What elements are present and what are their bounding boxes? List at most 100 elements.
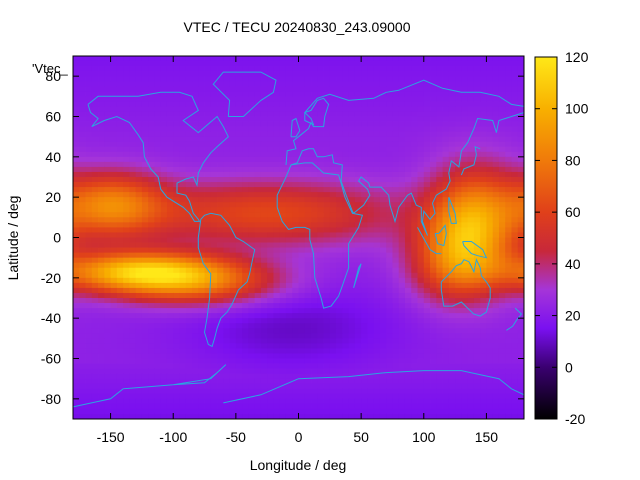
heat-cell: [154, 106, 162, 112]
heat-cell: [229, 121, 237, 127]
heat-cell: [455, 383, 462, 390]
heat-cell: [329, 71, 337, 77]
heat-cell: [517, 161, 525, 168]
heat-cell: [336, 192, 343, 198]
heat-cell: [285, 363, 293, 369]
heat-cell: [279, 146, 287, 153]
heat-cell: [486, 187, 494, 193]
heat-cell: [235, 91, 243, 97]
heat-cell: [498, 292, 506, 299]
heat-cell: [104, 257, 111, 264]
heat-cell: [91, 171, 99, 178]
heat-cell: [79, 237, 86, 243]
heat-cell: [148, 217, 155, 223]
heat-cell: [430, 232, 437, 238]
heat-cell: [448, 237, 456, 243]
heat-cell: [242, 177, 249, 183]
heat-cell: [298, 242, 306, 248]
heat-cell: [511, 333, 519, 339]
heat-cell: [511, 111, 519, 117]
heat-cell: [430, 338, 437, 344]
heat-cell: [135, 378, 143, 385]
heat-cell: [373, 212, 381, 218]
heat-cell: [417, 272, 425, 279]
heat-cell: [192, 61, 199, 67]
heat-cell: [473, 166, 481, 173]
heat-cell: [91, 101, 99, 107]
heat-cell: [141, 151, 149, 158]
heat-cell: [91, 202, 99, 208]
heat-cell: [198, 363, 205, 369]
heat-cell: [242, 161, 249, 168]
heat-cell: [129, 182, 137, 188]
heat-cell: [79, 338, 86, 344]
heat-cell: [104, 237, 111, 243]
heat-cell: [166, 197, 174, 203]
heat-cell: [361, 323, 368, 329]
heat-cell: [104, 161, 111, 168]
heat-cell: [298, 303, 306, 309]
heat-cell: [173, 161, 180, 168]
heat-cell: [480, 177, 487, 183]
heat-cell: [242, 166, 249, 173]
heat-cell: [123, 242, 130, 248]
heat-cell: [235, 182, 243, 188]
heat-cell: [411, 323, 418, 329]
heat-cell: [273, 222, 281, 228]
heat-cell: [248, 378, 256, 385]
heat-cell: [392, 298, 400, 304]
heat-cell: [85, 282, 93, 289]
heat-cell: [260, 398, 268, 405]
heat-cell: [461, 171, 469, 178]
heat-cell: [348, 242, 356, 248]
heat-cell: [323, 303, 331, 309]
heat-cell: [304, 262, 312, 269]
heat-cell: [235, 161, 243, 168]
heat-cell: [248, 272, 256, 279]
heat-cell: [129, 136, 137, 143]
heat-cell: [348, 182, 356, 188]
heat-cell: [404, 287, 412, 294]
heat-cell: [267, 313, 274, 319]
heat-cell: [511, 247, 519, 254]
heat-cell: [461, 388, 469, 395]
heat-cell: [398, 237, 406, 243]
heat-cell: [229, 398, 237, 405]
heat-cell: [104, 298, 111, 304]
heat-cell: [279, 197, 287, 203]
heat-cell: [204, 272, 212, 279]
heat-cell: [448, 328, 456, 334]
heat-cell: [492, 237, 500, 243]
heat-cell: [73, 116, 80, 122]
heat-cell: [436, 227, 443, 233]
heat-cell: [110, 86, 118, 92]
heat-cell: [260, 146, 268, 153]
heat-cell: [292, 81, 299, 87]
heat-cell: [154, 96, 162, 102]
heat-cell: [79, 242, 86, 248]
heat-cell: [135, 202, 143, 208]
heat-cell: [455, 262, 462, 269]
heat-cell: [166, 282, 174, 289]
heat-cell: [141, 207, 149, 213]
heat-cell: [329, 358, 337, 364]
heat-cell: [386, 277, 393, 284]
heat-cell: [123, 378, 130, 385]
heat-cell: [323, 171, 331, 178]
heat-cell: [148, 61, 155, 67]
heat-cell: [304, 368, 312, 375]
heat-cell: [348, 66, 356, 72]
heat-cell: [154, 141, 162, 148]
heat-cell: [473, 61, 481, 67]
heat-cell: [292, 66, 299, 72]
heat-cell: [273, 378, 281, 385]
heat-cell: [285, 56, 293, 62]
heat-cell: [336, 76, 343, 82]
heat-cell: [248, 343, 256, 349]
heat-cell: [79, 333, 86, 339]
heat-cell: [392, 96, 400, 102]
heat-cell: [235, 368, 243, 375]
heat-cell: [210, 313, 218, 319]
heat-cell: [404, 217, 412, 223]
heat-cell: [317, 383, 324, 390]
